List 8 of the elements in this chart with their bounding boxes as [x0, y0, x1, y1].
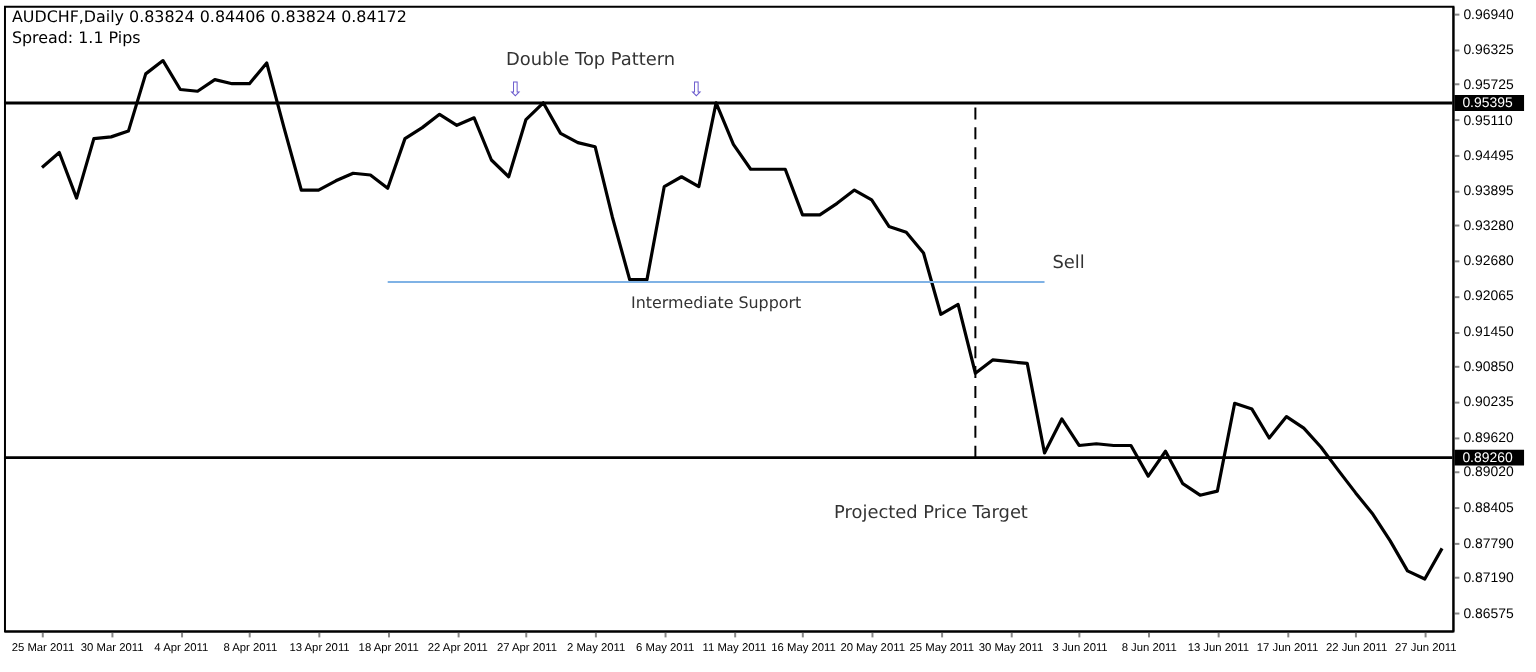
- annotation: Sell: [1052, 253, 1085, 274]
- annotation: Double Top Pattern: [506, 50, 676, 71]
- annotation: ⇩: [506, 79, 524, 102]
- annotation: Projected Price Target: [834, 503, 1029, 524]
- chart-title: AUDCHF,Daily 0.83824 0.84406 0.83824 0.84172: [11, 7, 407, 26]
- series-label: Intermediate Support: [630, 293, 802, 312]
- annotation: ⇩: [688, 79, 705, 102]
- text: Spread: 1.1 Pips: [11, 29, 141, 48]
